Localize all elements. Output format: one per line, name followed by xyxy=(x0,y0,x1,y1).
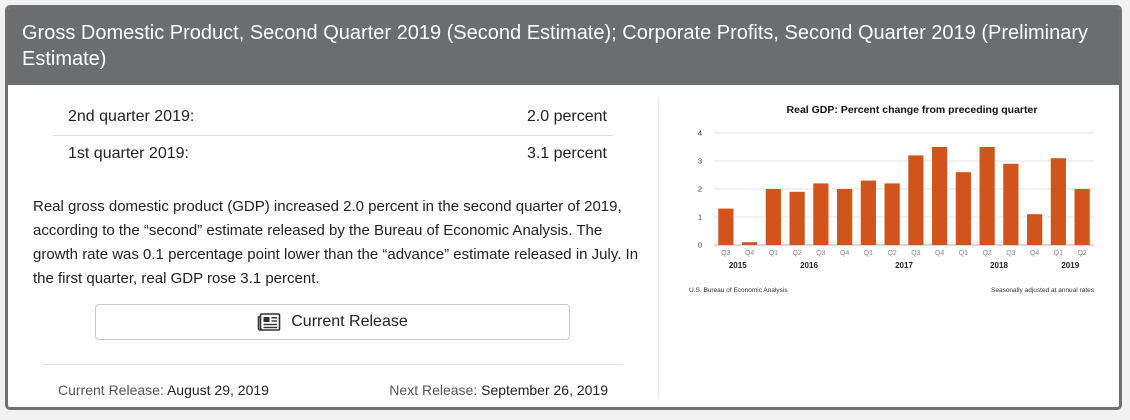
column-divider xyxy=(658,100,659,396)
chart-bar xyxy=(1074,189,1090,245)
gdp-rate-label: 2nd quarter 2019: xyxy=(68,108,195,125)
x-year-label: 2016 xyxy=(800,261,818,270)
x-tick-label: Q4 xyxy=(745,250,754,257)
x-tick-label: Q4 xyxy=(840,250,849,257)
chart-bar xyxy=(837,189,853,245)
chart-bar xyxy=(742,242,758,245)
x-tick-label: Q4 xyxy=(1030,250,1039,257)
gdp-rate-value: 3.1 percent xyxy=(526,145,607,162)
x-tick-label: Q3 xyxy=(721,250,730,257)
chart-bar xyxy=(813,183,829,245)
y-tick-label: 2 xyxy=(698,185,702,194)
chart-bar xyxy=(718,208,734,245)
x-tick-label: Q1 xyxy=(864,250,873,257)
x-year-label: 2015 xyxy=(729,261,747,270)
x-year-label: 2018 xyxy=(990,261,1008,270)
chart-source: U.S. Bureau of Economic Analysis xyxy=(689,287,788,294)
gdp-chart: Real GDP: Percent change from preceding … xyxy=(680,96,1100,296)
chart-bar xyxy=(1003,163,1019,245)
x-tick-label: Q3 xyxy=(911,250,920,257)
chart-bar xyxy=(789,191,805,245)
x-tick-label: Q3 xyxy=(816,250,825,257)
gdp-panel: Gross Domestic Product, Second Quarter 2… xyxy=(5,5,1122,410)
chart-title: Real GDP: Percent change from preceding … xyxy=(787,104,1038,116)
x-tick-label: Q3 xyxy=(1006,250,1015,257)
gdp-rate-row-q1: 1st quarter 2019: 3.1 percent xyxy=(53,135,613,172)
x-tick-label: Q4 xyxy=(935,250,944,257)
x-tick-label: Q2 xyxy=(982,250,991,257)
gdp-rates-table: 2nd quarter 2019: 2.0 percent 1st quarte… xyxy=(53,99,613,172)
next-release-date: Next Release: September 26, 2019 xyxy=(389,382,608,398)
gdp-rate-value: 2.0 percent xyxy=(526,108,607,125)
x-tick-label: Q1 xyxy=(1054,250,1063,257)
x-tick-label: Q2 xyxy=(792,250,801,257)
y-tick-label: 4 xyxy=(698,129,702,138)
gdp-rate-row-q2: 2nd quarter 2019: 2.0 percent xyxy=(53,99,613,135)
chart-bar xyxy=(884,183,900,245)
chart-bar xyxy=(1050,158,1066,245)
gdp-rate-label: 1st quarter 2019: xyxy=(68,145,189,162)
chart-bar xyxy=(932,147,948,245)
chart-bar xyxy=(955,172,971,245)
x-tick-label: Q1 xyxy=(769,250,778,257)
chart-bar xyxy=(979,147,995,245)
panel-title: Gross Domestic Product, Second Quarter 2… xyxy=(8,8,1119,85)
x-tick-label: Q2 xyxy=(887,250,896,257)
current-release-button-label: Current Release xyxy=(291,313,408,330)
chart-bar xyxy=(908,155,924,245)
chart-note: Seasonally adjusted at annual rates xyxy=(991,287,1095,294)
newspaper-icon xyxy=(257,313,281,331)
release-summary: Real gross domestic product (GDP) increa… xyxy=(33,198,639,287)
chart-bar xyxy=(860,180,876,245)
chart-bar xyxy=(765,189,781,245)
divider xyxy=(43,364,623,365)
x-tick-label: Q1 xyxy=(959,250,968,257)
y-tick-label: 3 xyxy=(698,157,702,166)
y-tick-label: 1 xyxy=(698,213,702,222)
y-tick-label: 0 xyxy=(698,241,702,250)
x-year-label: 2019 xyxy=(1061,261,1079,270)
gdp-chart-svg: Real GDP: Percent change from preceding … xyxy=(689,104,1095,294)
release-dates: Current Release: August 29, 2019 Next Re… xyxy=(58,382,608,398)
chart-bar xyxy=(1027,214,1043,245)
x-tick-label: Q2 xyxy=(1077,250,1086,257)
current-release-date: Current Release: August 29, 2019 xyxy=(58,382,269,398)
current-release-button[interactable]: Current Release xyxy=(95,304,570,340)
x-year-label: 2017 xyxy=(895,261,913,270)
summary-section: 2nd quarter 2019: 2.0 percent 1st quarte… xyxy=(8,85,658,407)
